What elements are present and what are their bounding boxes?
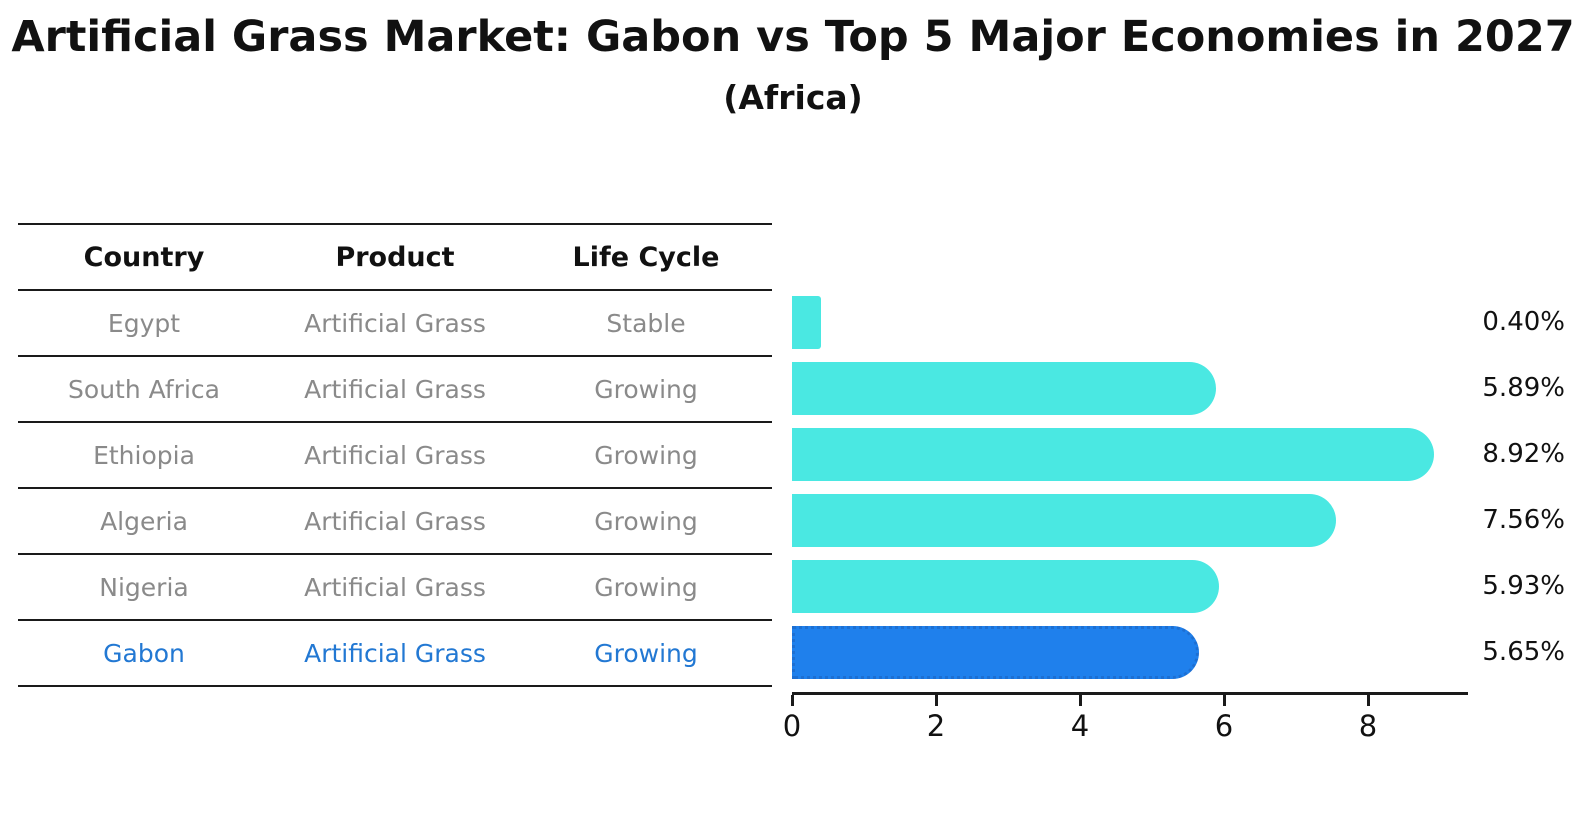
cell-life-cycle: Growing — [520, 488, 772, 555]
table-row: Algeria Artificial Grass Growing — [18, 488, 772, 555]
table-header: Country Product Life Cycle — [18, 223, 772, 291]
cell-life-cycle: Growing — [520, 554, 772, 621]
value-label-algeria: 7.56% — [1482, 505, 1565, 535]
value-label-ethiopia: 8.92% — [1482, 439, 1565, 469]
header-life-cycle: Life Cycle — [520, 223, 772, 291]
cell-country: South Africa — [18, 356, 270, 423]
bar-algeria — [792, 493, 1337, 547]
bar-chart-plot-area — [792, 289, 1468, 693]
value-label-egypt: 0.40% — [1482, 307, 1565, 337]
table-header-row: Country Product Life Cycle — [18, 223, 772, 291]
table-row: Ethiopia Artificial Grass Growing — [18, 422, 772, 489]
table-row: South Africa Artificial Grass Growing — [18, 356, 772, 423]
table-row: Egypt Artificial Grass Stable — [18, 290, 772, 357]
cell-life-cycle: Growing — [520, 422, 772, 489]
bar-south-africa — [792, 361, 1217, 415]
cell-product: Artificial Grass — [270, 356, 520, 423]
value-label-gabon: 5.65% — [1482, 637, 1565, 667]
table-row: Nigeria Artificial Grass Growing — [18, 554, 772, 621]
cell-product: Artificial Grass — [270, 620, 520, 687]
x-axis-tick-label: 6 — [1214, 709, 1234, 743]
x-axis-tick — [934, 695, 938, 706]
cell-country: Nigeria — [18, 554, 270, 621]
cell-product: Artificial Grass — [270, 488, 520, 555]
cell-life-cycle: Growing — [520, 620, 772, 687]
chart-title: Artificial Grass Market: Gabon vs Top 5 … — [11, 12, 1575, 62]
x-axis-tick — [790, 695, 794, 706]
cell-country: Gabon — [18, 620, 270, 687]
table-body: Egypt Artificial Grass Stable South Africa A… — [18, 290, 772, 687]
table-row-highlight: Gabon Artificial Grass Growing — [18, 620, 772, 687]
header-product: Product — [270, 223, 520, 291]
bar-egypt — [792, 295, 821, 349]
bar-gabon — [792, 625, 1199, 679]
cell-product: Artificial Grass — [270, 290, 520, 357]
x-axis-tick-label: 8 — [1358, 709, 1378, 743]
bar-nigeria — [792, 559, 1219, 613]
x-axis-tick-label: 0 — [782, 709, 802, 743]
chart-subtitle: (Africa) — [723, 78, 863, 117]
header-country: Country — [18, 223, 270, 291]
x-axis-tick — [1366, 695, 1370, 706]
x-axis-tick — [1078, 695, 1082, 706]
x-axis: 0 2 4 6 8 — [783, 692, 1468, 743]
cell-life-cycle: Growing — [520, 356, 772, 423]
value-label-south-africa: 5.89% — [1482, 373, 1565, 403]
cell-country: Algeria — [18, 488, 270, 555]
cell-product: Artificial Grass — [270, 422, 520, 489]
country-table: Country Product Life Cycle Egypt Artifici… — [18, 223, 772, 687]
cell-country: Ethiopia — [18, 422, 270, 489]
x-axis-tick-label: 2 — [926, 709, 946, 743]
x-axis-tick — [1222, 695, 1226, 706]
bar-ethiopia — [792, 427, 1435, 481]
cell-country: Egypt — [18, 290, 270, 357]
value-label-nigeria: 5.93% — [1482, 571, 1565, 601]
x-axis-tick-label: 4 — [1070, 709, 1090, 743]
cell-life-cycle: Stable — [520, 290, 772, 357]
cell-product: Artificial Grass — [270, 554, 520, 621]
